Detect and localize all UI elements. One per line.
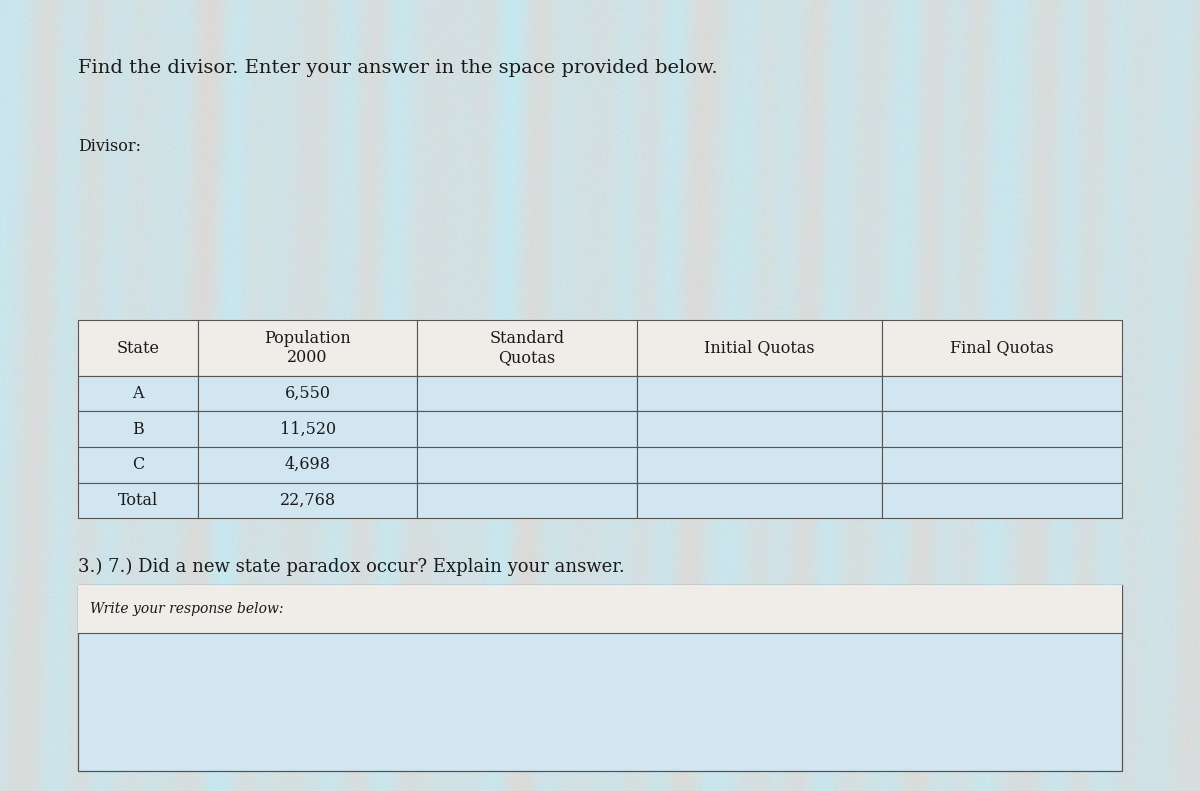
Text: 4,698: 4,698 xyxy=(284,456,331,473)
Bar xyxy=(882,447,1122,483)
Bar xyxy=(198,376,418,411)
Bar xyxy=(636,376,882,411)
Text: 6,550: 6,550 xyxy=(284,385,331,402)
Bar xyxy=(882,483,1122,518)
Bar xyxy=(78,320,198,376)
Bar xyxy=(78,376,198,411)
Text: Write your response below:: Write your response below: xyxy=(90,602,283,616)
Bar xyxy=(636,483,882,518)
Text: State: State xyxy=(116,339,160,357)
Bar xyxy=(882,376,1122,411)
Text: 11,520: 11,520 xyxy=(280,421,336,437)
Text: Divisor:: Divisor: xyxy=(78,138,142,155)
Bar xyxy=(78,585,1122,633)
Text: 22,768: 22,768 xyxy=(280,492,336,509)
Bar xyxy=(198,483,418,518)
Bar xyxy=(78,447,198,483)
Text: Find the divisor. Enter your answer in the space provided below.: Find the divisor. Enter your answer in t… xyxy=(78,59,718,78)
Bar xyxy=(418,447,636,483)
Bar xyxy=(636,447,882,483)
Bar xyxy=(882,411,1122,447)
Bar xyxy=(418,320,636,376)
Text: Population
2000: Population 2000 xyxy=(264,330,352,366)
Bar xyxy=(418,483,636,518)
Text: Total: Total xyxy=(118,492,158,509)
Text: Standard
Quotas: Standard Quotas xyxy=(490,330,564,366)
Text: Initial Quotas: Initial Quotas xyxy=(704,339,815,357)
Bar xyxy=(78,585,1122,771)
Text: 3.) 7.) Did a new state paradox occur? Explain your answer.: 3.) 7.) Did a new state paradox occur? E… xyxy=(78,558,625,576)
Text: B: B xyxy=(132,421,144,437)
Bar xyxy=(882,320,1122,376)
Bar xyxy=(198,447,418,483)
Bar xyxy=(418,376,636,411)
Bar xyxy=(78,483,198,518)
Bar xyxy=(78,411,198,447)
Bar xyxy=(198,320,418,376)
Bar xyxy=(418,411,636,447)
Text: Final Quotas: Final Quotas xyxy=(950,339,1054,357)
Bar xyxy=(198,411,418,447)
Text: A: A xyxy=(132,385,144,402)
Text: C: C xyxy=(132,456,144,473)
Bar xyxy=(636,411,882,447)
Bar xyxy=(636,320,882,376)
